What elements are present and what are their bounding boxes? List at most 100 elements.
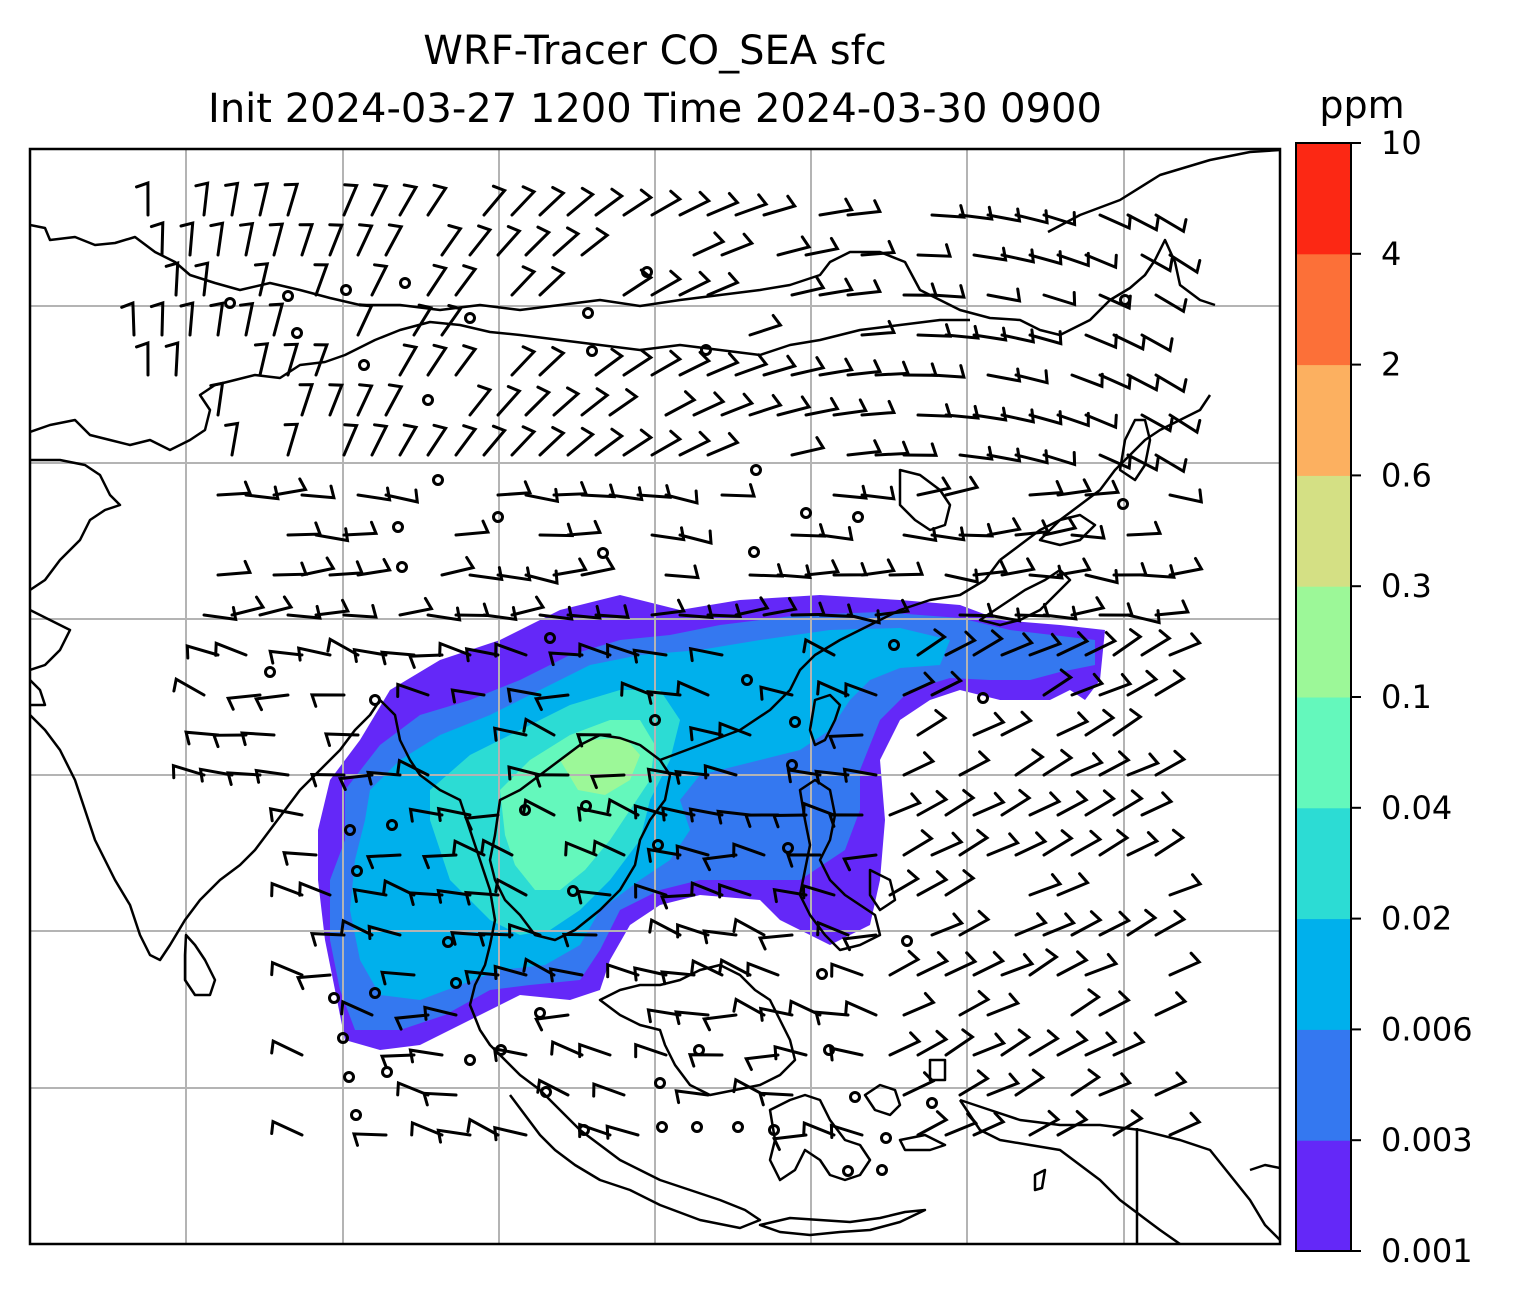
wind-barb xyxy=(1112,333,1146,352)
wind-barb xyxy=(366,770,402,786)
wind-barb xyxy=(352,887,388,903)
wind-barb xyxy=(510,265,537,297)
wind-barb xyxy=(135,340,150,377)
calm-wind-marker xyxy=(340,284,352,296)
calm-wind-marker xyxy=(464,312,476,324)
calm-wind-marker xyxy=(544,632,556,644)
wind-barb xyxy=(1168,557,1204,577)
wind-barb xyxy=(816,679,850,697)
wind-barb xyxy=(149,220,165,257)
wind-barb xyxy=(1028,1109,1061,1137)
wind-barb xyxy=(606,642,640,659)
wind-barb xyxy=(874,360,911,377)
wind-barb xyxy=(135,180,150,217)
wind-barb xyxy=(622,188,654,217)
colorbar-swatch xyxy=(1296,586,1351,698)
wind-barb xyxy=(592,1081,626,1098)
wind-barb xyxy=(398,596,434,617)
calm-wind-marker xyxy=(396,561,408,573)
wind-barb xyxy=(1056,711,1090,737)
wind-barb xyxy=(450,931,486,946)
wind-barb xyxy=(1000,632,1035,657)
wind-barb xyxy=(664,390,697,417)
wind-barb xyxy=(832,484,868,500)
wind-barb xyxy=(1056,631,1090,657)
wind-barb xyxy=(1168,413,1202,435)
wind-barb xyxy=(480,838,514,857)
wind-barb xyxy=(860,485,896,501)
wind-barb xyxy=(916,1029,949,1057)
wind-barb xyxy=(688,646,724,663)
wind-barb xyxy=(1014,369,1049,385)
wind-barb xyxy=(690,881,724,897)
wind-barb xyxy=(1126,520,1163,537)
wind-barb xyxy=(804,236,840,257)
wind-barb xyxy=(692,231,726,257)
wind-barb xyxy=(268,807,304,823)
wind-barb xyxy=(258,595,294,617)
wind-barb xyxy=(1112,628,1143,657)
calm-wind-marker xyxy=(386,819,398,831)
wind-barb xyxy=(930,364,966,379)
wind-barb xyxy=(802,637,836,657)
wind-barb xyxy=(575,733,612,748)
wind-barb xyxy=(282,851,318,866)
wind-barb xyxy=(440,556,476,577)
wind-barb xyxy=(1028,632,1063,657)
wind-barb xyxy=(1028,480,1065,497)
wind-barb xyxy=(408,807,444,823)
wind-barb xyxy=(209,221,225,257)
wind-barb xyxy=(650,349,683,377)
wind-barb xyxy=(701,853,738,872)
wind-barb xyxy=(676,922,710,939)
wind-barb xyxy=(986,517,1022,537)
calm-wind-marker xyxy=(540,1086,552,1098)
wind-barb xyxy=(566,186,596,217)
wind-barb xyxy=(494,641,528,658)
wind-barb xyxy=(1056,478,1092,497)
wind-barb xyxy=(510,185,537,217)
wind-barb xyxy=(860,319,897,337)
wind-barb xyxy=(426,183,449,217)
wind-barb xyxy=(1154,991,1188,1017)
wind-barb xyxy=(830,962,864,978)
wind-barb xyxy=(408,1048,444,1064)
wind-barb xyxy=(958,205,994,221)
wind-barb xyxy=(524,385,552,417)
wind-barb xyxy=(184,730,220,746)
wind-barb xyxy=(552,226,581,257)
wind-barb xyxy=(340,918,374,937)
wind-barb xyxy=(253,693,290,712)
wind-barb xyxy=(464,647,500,663)
wind-barb xyxy=(1126,831,1160,857)
wind-barb xyxy=(564,840,598,857)
wind-barb xyxy=(1154,373,1188,394)
wind-barb xyxy=(972,559,1009,577)
calm-wind-marker xyxy=(432,474,444,486)
wind-barb xyxy=(468,224,493,257)
wind-barb xyxy=(1070,524,1106,540)
calm-wind-marker xyxy=(888,639,900,651)
wind-barb xyxy=(436,1128,472,1144)
wind-barb xyxy=(1098,990,1131,1017)
wind-barb xyxy=(986,367,1022,383)
wind-barb xyxy=(1028,330,1063,346)
wind-barb xyxy=(548,651,584,667)
wind-barb xyxy=(829,1123,864,1139)
wind-barb xyxy=(634,883,668,899)
wind-barb xyxy=(538,346,566,377)
wind-barb xyxy=(986,287,1022,303)
wind-barb xyxy=(776,395,812,417)
calm-wind-marker xyxy=(748,546,760,558)
wind-barb xyxy=(1084,708,1116,737)
colorbar-unit: ppm xyxy=(1319,83,1404,127)
wind-barb xyxy=(594,427,625,457)
wind-barb xyxy=(1084,631,1118,657)
wind-barb xyxy=(757,1091,794,1107)
wind-barb xyxy=(972,791,1006,817)
wind-barb xyxy=(702,929,738,945)
wind-barb xyxy=(454,264,478,297)
wind-barb xyxy=(566,426,596,457)
wind-barb xyxy=(842,853,878,872)
colorbar-tick-label: 0.003 xyxy=(1381,1121,1473,1159)
